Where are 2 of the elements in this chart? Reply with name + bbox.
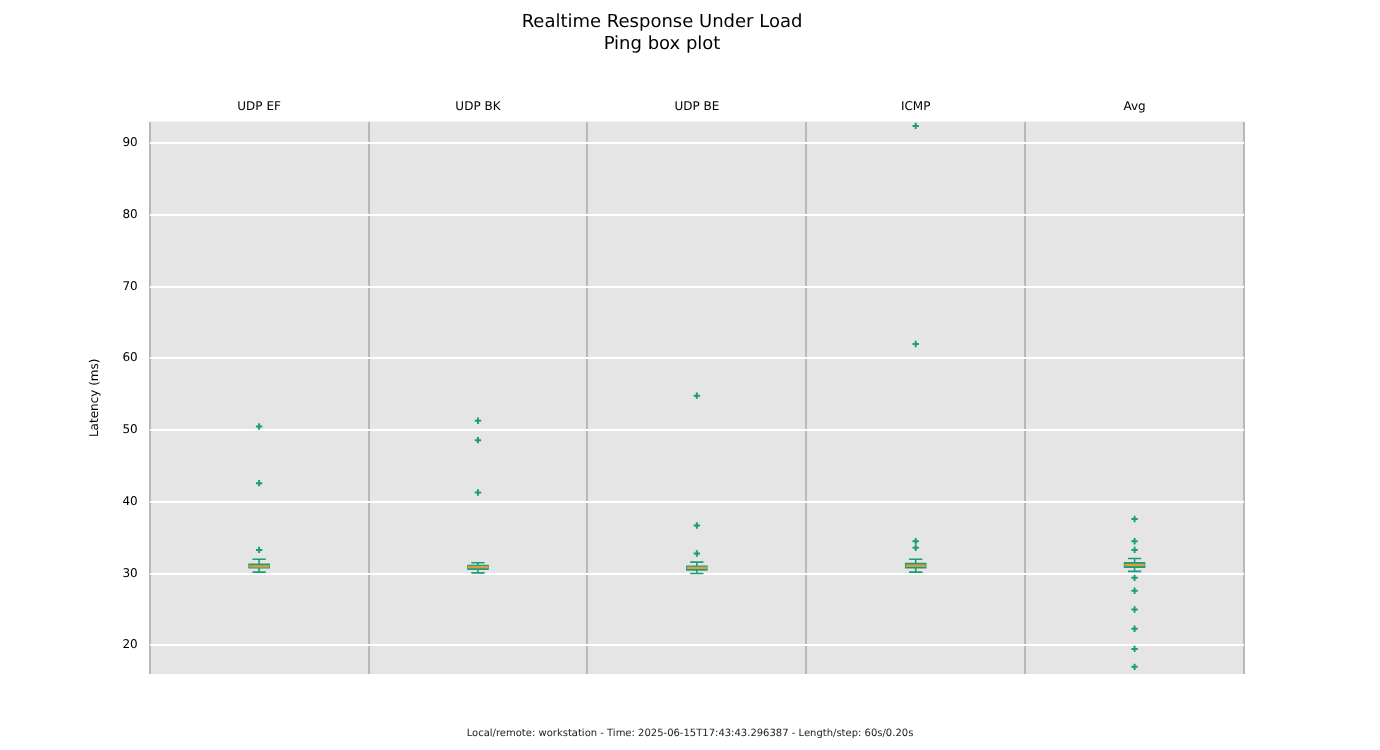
chart-title: Realtime Response Under Load	[521, 13, 803, 34]
chart-subtitle: Ping box plot	[603, 35, 722, 56]
